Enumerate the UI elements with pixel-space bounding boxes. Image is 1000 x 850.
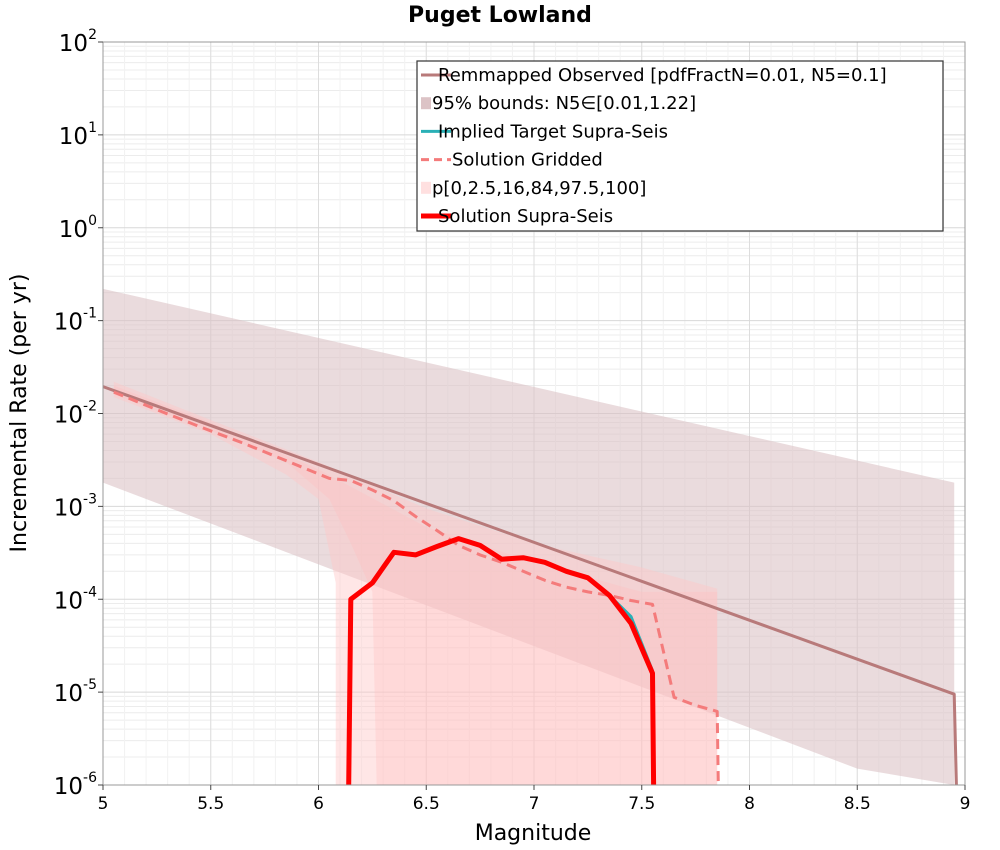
legend-swatch bbox=[421, 181, 431, 194]
y-tick-label: 101 bbox=[59, 120, 97, 150]
legend-label: Solution Gridded bbox=[452, 150, 603, 171]
legend-label: Remmapped Observed [pdfFractN=0.01, N5=0… bbox=[438, 65, 887, 86]
series-lines bbox=[102, 385, 958, 786]
y-tick-label: 10-3 bbox=[54, 491, 97, 521]
y-tick-exponent: -4 bbox=[83, 584, 97, 600]
band-2 bbox=[113, 385, 718, 785]
y-tick-exponent: -3 bbox=[83, 491, 97, 507]
y-tick-base: 10 bbox=[59, 217, 88, 243]
legend-label: 95% bounds: N5∈[0.01,1.22] bbox=[432, 93, 696, 114]
x-tick-label: 8.5 bbox=[844, 794, 871, 814]
y-tick-base: 10 bbox=[54, 774, 83, 800]
y-tick-base: 10 bbox=[54, 403, 83, 429]
legend-box bbox=[416, 60, 944, 232]
y-tick-label: 10-1 bbox=[54, 306, 97, 336]
band-0 bbox=[103, 288, 955, 785]
y-tick-base: 10 bbox=[54, 588, 83, 614]
legend-swatch bbox=[421, 97, 431, 110]
y-tick-base: 10 bbox=[54, 310, 83, 336]
x-tick-label: 8 bbox=[744, 794, 755, 814]
y-tick-base: 10 bbox=[59, 124, 88, 150]
y-tick-label: 10-2 bbox=[54, 399, 97, 429]
y-tick-exponent: 0 bbox=[88, 213, 97, 229]
y-tick-exponent: 2 bbox=[88, 27, 97, 43]
y-tick-label: 10-4 bbox=[54, 584, 97, 614]
y-tick-base: 10 bbox=[54, 681, 83, 707]
x-tick-label: 5 bbox=[98, 794, 109, 814]
legend: Remmapped Observed [pdfFractN=0.01, N5=0… bbox=[416, 60, 944, 232]
series-line-2 bbox=[113, 390, 720, 786]
x-tick-label: 7.5 bbox=[628, 794, 655, 814]
y-tick-exponent: -1 bbox=[83, 306, 97, 322]
legend-label: Implied Target Supra-Seis bbox=[438, 121, 668, 142]
x-tick-label: 9 bbox=[960, 794, 971, 814]
chart-title: Puget Lowland bbox=[408, 3, 592, 28]
y-tick-label: 10-5 bbox=[54, 677, 97, 707]
series-line-0 bbox=[102, 385, 958, 786]
y-axis-label: Incremental Rate (per yr) bbox=[7, 274, 32, 553]
uncertainty-bands bbox=[103, 288, 955, 785]
y-tick-label: 100 bbox=[59, 213, 97, 243]
x-tick-label: 5.5 bbox=[197, 794, 224, 814]
y-tick-label: 102 bbox=[59, 27, 97, 57]
y-tick-exponent: -2 bbox=[83, 399, 97, 415]
y-tick-label: 10-6 bbox=[54, 770, 97, 800]
y-tick-base: 10 bbox=[54, 495, 83, 521]
y-tick-exponent: 1 bbox=[88, 120, 97, 136]
x-tick-label: 6 bbox=[313, 794, 324, 814]
y-tick-exponent: -5 bbox=[83, 677, 97, 693]
band-1 bbox=[113, 381, 718, 785]
x-tick-label: 7 bbox=[529, 794, 540, 814]
legend-label: p[0,2.5,16,84,97.5,100] bbox=[432, 178, 646, 199]
y-tick-base: 10 bbox=[59, 31, 88, 57]
x-axis-label: Magnitude bbox=[475, 821, 592, 846]
x-tick-label: 6.5 bbox=[413, 794, 440, 814]
series-line-3 bbox=[346, 536, 657, 786]
x-axis-ticks: 5 5.5 6 6.5 7 7.5 8 8.5 9 bbox=[98, 785, 971, 814]
y-tick-exponent: -6 bbox=[83, 770, 97, 786]
legend-label: Solution Supra-Seis bbox=[438, 206, 613, 227]
